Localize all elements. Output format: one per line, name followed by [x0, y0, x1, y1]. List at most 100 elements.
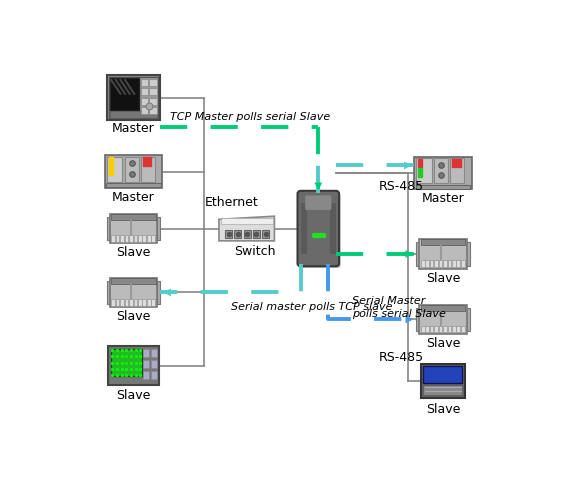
FancyBboxPatch shape: [116, 299, 119, 306]
Text: Master: Master: [422, 192, 464, 205]
FancyBboxPatch shape: [109, 111, 157, 118]
FancyBboxPatch shape: [143, 360, 149, 368]
FancyBboxPatch shape: [150, 360, 157, 368]
FancyBboxPatch shape: [141, 107, 148, 114]
FancyBboxPatch shape: [420, 305, 465, 311]
FancyBboxPatch shape: [138, 299, 142, 306]
FancyBboxPatch shape: [416, 308, 420, 331]
FancyBboxPatch shape: [330, 203, 336, 254]
FancyBboxPatch shape: [109, 77, 158, 119]
Text: Slave: Slave: [426, 272, 460, 285]
FancyBboxPatch shape: [124, 299, 128, 306]
FancyBboxPatch shape: [143, 349, 149, 357]
Text: Master: Master: [112, 122, 155, 135]
FancyBboxPatch shape: [150, 349, 157, 357]
FancyBboxPatch shape: [120, 235, 124, 241]
FancyBboxPatch shape: [438, 260, 442, 267]
FancyBboxPatch shape: [108, 347, 158, 385]
FancyBboxPatch shape: [434, 260, 438, 267]
FancyBboxPatch shape: [109, 278, 157, 307]
FancyBboxPatch shape: [466, 308, 470, 331]
FancyBboxPatch shape: [107, 157, 122, 181]
FancyBboxPatch shape: [253, 230, 260, 238]
FancyBboxPatch shape: [111, 235, 115, 241]
Text: Slave: Slave: [426, 337, 460, 350]
FancyBboxPatch shape: [134, 235, 137, 241]
FancyBboxPatch shape: [425, 325, 429, 333]
FancyBboxPatch shape: [420, 260, 425, 267]
FancyBboxPatch shape: [461, 260, 465, 267]
Polygon shape: [219, 216, 274, 241]
Text: Switch: Switch: [234, 245, 275, 258]
Text: Serial Master
polls serial Slave: Serial Master polls serial Slave: [352, 296, 446, 319]
Text: Ethernet: Ethernet: [204, 195, 258, 208]
FancyBboxPatch shape: [301, 194, 340, 268]
FancyBboxPatch shape: [450, 158, 464, 183]
FancyBboxPatch shape: [225, 230, 232, 238]
FancyBboxPatch shape: [430, 260, 434, 267]
FancyBboxPatch shape: [452, 260, 456, 267]
FancyBboxPatch shape: [420, 240, 465, 245]
FancyBboxPatch shape: [109, 214, 157, 243]
FancyBboxPatch shape: [305, 195, 331, 210]
FancyBboxPatch shape: [157, 217, 161, 240]
Text: Master: Master: [112, 191, 155, 204]
Text: Slave: Slave: [116, 389, 151, 402]
FancyBboxPatch shape: [456, 260, 460, 267]
FancyBboxPatch shape: [452, 325, 456, 333]
FancyBboxPatch shape: [149, 88, 157, 96]
Text: TCP Master polls serial Slave: TCP Master polls serial Slave: [170, 112, 331, 122]
FancyBboxPatch shape: [111, 78, 139, 109]
FancyBboxPatch shape: [105, 156, 162, 188]
FancyBboxPatch shape: [420, 325, 425, 333]
Text: RS-485: RS-485: [378, 351, 423, 364]
Text: Slave: Slave: [116, 246, 151, 259]
FancyBboxPatch shape: [134, 299, 137, 306]
FancyBboxPatch shape: [111, 348, 142, 376]
FancyBboxPatch shape: [107, 217, 111, 240]
FancyBboxPatch shape: [124, 235, 128, 241]
FancyBboxPatch shape: [301, 203, 307, 254]
FancyBboxPatch shape: [107, 281, 111, 304]
FancyBboxPatch shape: [138, 235, 142, 241]
FancyBboxPatch shape: [150, 371, 157, 379]
FancyBboxPatch shape: [262, 230, 269, 238]
FancyBboxPatch shape: [151, 235, 155, 241]
FancyBboxPatch shape: [149, 107, 157, 114]
FancyBboxPatch shape: [129, 299, 133, 306]
FancyBboxPatch shape: [420, 364, 465, 398]
FancyBboxPatch shape: [147, 299, 151, 306]
FancyBboxPatch shape: [443, 325, 447, 333]
FancyBboxPatch shape: [423, 385, 463, 395]
FancyBboxPatch shape: [419, 305, 467, 334]
FancyBboxPatch shape: [107, 75, 160, 120]
FancyBboxPatch shape: [143, 371, 149, 379]
FancyBboxPatch shape: [151, 299, 155, 306]
FancyBboxPatch shape: [416, 158, 432, 183]
FancyBboxPatch shape: [423, 366, 463, 383]
FancyBboxPatch shape: [430, 325, 434, 333]
FancyBboxPatch shape: [141, 157, 155, 181]
FancyBboxPatch shape: [116, 235, 119, 241]
FancyBboxPatch shape: [434, 158, 448, 183]
FancyBboxPatch shape: [414, 157, 472, 189]
FancyBboxPatch shape: [106, 183, 161, 187]
FancyBboxPatch shape: [120, 299, 124, 306]
Text: Slave: Slave: [426, 403, 460, 416]
Text: Slave: Slave: [116, 310, 151, 323]
FancyBboxPatch shape: [298, 191, 339, 266]
Text: RS-485: RS-485: [378, 180, 423, 193]
FancyBboxPatch shape: [416, 242, 420, 265]
FancyBboxPatch shape: [142, 235, 146, 241]
FancyBboxPatch shape: [234, 230, 241, 238]
Text: Serial master polls TCP slave: Serial master polls TCP slave: [232, 302, 393, 312]
FancyBboxPatch shape: [149, 97, 157, 105]
FancyBboxPatch shape: [142, 299, 146, 306]
FancyBboxPatch shape: [141, 79, 148, 86]
FancyBboxPatch shape: [141, 88, 148, 96]
FancyBboxPatch shape: [443, 260, 447, 267]
FancyBboxPatch shape: [438, 325, 442, 333]
FancyBboxPatch shape: [448, 325, 452, 333]
FancyBboxPatch shape: [425, 260, 429, 267]
FancyBboxPatch shape: [456, 325, 460, 333]
